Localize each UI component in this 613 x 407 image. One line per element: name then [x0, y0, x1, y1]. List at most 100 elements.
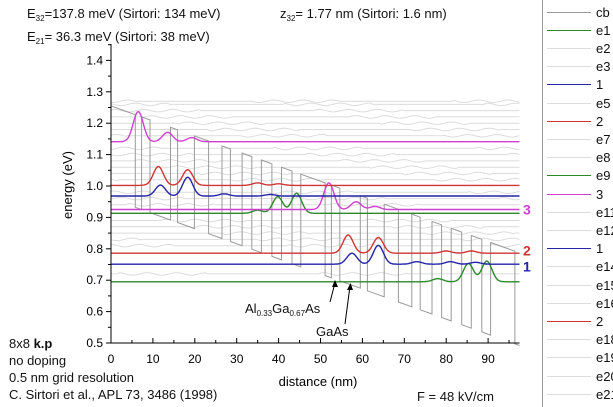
legend-label: e9: [596, 168, 611, 184]
y-axis-label: energy (eV): [60, 151, 75, 219]
wavefunction-1: [111, 176, 520, 197]
z32-value: = 1.77 nm (Sirtori: 1.6 nm): [295, 6, 447, 21]
y-tick-label: 1.0: [86, 179, 103, 193]
state-label-1: 1: [523, 259, 531, 275]
field-note: F = 48 kV/cm: [417, 389, 494, 404]
legend-item: 2: [547, 313, 603, 329]
background-level-line: [110, 99, 520, 104]
legend-item: 3: [547, 186, 603, 202]
y-tick-label: 0.7: [86, 273, 103, 287]
legend-label: 2: [596, 313, 604, 329]
wavefunction-e1: [111, 260, 520, 283]
background-level-line: [111, 203, 520, 207]
legend-label: e12: [596, 222, 613, 238]
legend-swatch: [547, 193, 591, 195]
legend-label: e18: [596, 332, 613, 348]
band-structure-plot: 0.5 0.6 0.7 0.8 0.9 1.0 1.1 1.2 1.3 1.4 0 10 20 30 40 5…: [60, 44, 531, 389]
y-tick-label: 0.5: [86, 336, 103, 350]
x-tick-label: 60: [356, 352, 370, 366]
legend-label: e19: [596, 350, 613, 366]
legend-item: 2: [547, 113, 603, 129]
legend-item: e18: [547, 332, 613, 348]
legend-swatch: [547, 393, 591, 395]
state-label-3: 3: [523, 202, 531, 218]
background-level-line: [111, 115, 520, 119]
legend-label: e2: [596, 40, 611, 56]
z32-readout: z32= 1.77 nm (Sirtori: 1.6 nm): [280, 6, 447, 23]
legend-swatch: [547, 266, 591, 268]
legend-item: e19: [547, 350, 613, 366]
y-tick-label: 1.2: [86, 116, 103, 130]
background-level-line: [110, 146, 520, 151]
legend-item: e5: [547, 95, 610, 111]
algaas-arrowhead: [332, 280, 338, 287]
legend-item: e12: [547, 222, 613, 238]
background-level-line: [111, 218, 520, 223]
legend-item: e9: [547, 168, 610, 184]
wavefunction-3: [111, 182, 520, 211]
reference-note: C. Sirtori et al., APL 73, 3486 (1998): [9, 387, 218, 402]
method-kp: k.p: [33, 336, 53, 351]
legend-swatch: [547, 11, 591, 13]
background-level-line: [110, 133, 520, 138]
legend-swatch: [547, 120, 591, 122]
legend-swatch: [547, 66, 591, 68]
x-tick-label: 0: [108, 352, 115, 366]
al-fraction: 0.33: [256, 309, 273, 318]
legend-label: e16: [596, 295, 613, 311]
legend-swatch: [547, 211, 591, 213]
legend-label: e7: [596, 131, 611, 147]
grid-note: 0.5 nm grid resolution: [9, 370, 135, 385]
y-tick-label: 1.4: [86, 53, 103, 67]
legend-item: e11: [547, 204, 613, 220]
legend-label: 1: [596, 77, 604, 93]
legend-label: e5: [596, 95, 611, 111]
legend-swatch: [547, 157, 591, 159]
legend-item: e7: [547, 131, 610, 147]
wavefunction-2: [111, 165, 520, 187]
legend-item: e21: [547, 386, 613, 402]
legend-swatch: [547, 175, 591, 177]
legend-item: e16: [547, 295, 613, 311]
background-level-line: [111, 225, 520, 229]
legend-swatch: [547, 284, 591, 286]
legend-swatch: [547, 339, 591, 341]
legend: cb e1 e2 e3 1 e5 2 e7 e8 e9 3 e11 e12 1 e14 e15 e16 2 e18 e…: [542, 0, 613, 407]
x-tick-label: 10: [146, 352, 160, 366]
wavefunction-3: [111, 110, 520, 143]
e21-subscript: 21: [35, 37, 45, 46]
y-tick-label: 1.3: [86, 85, 103, 99]
legend-label: e15: [596, 277, 613, 293]
background-level-line: [110, 196, 520, 201]
legend-item: e1: [547, 22, 610, 38]
x-tick-label: 20: [188, 352, 202, 366]
background-level-line: [111, 165, 520, 169]
e21-value: = 36.3 meV (Sirtori: 38 meV): [44, 29, 210, 44]
legend-item: 1: [547, 77, 603, 93]
method-prefix: 8x8: [9, 336, 34, 351]
y-tick-label: 0.8: [86, 242, 103, 256]
legend-swatch: [547, 138, 591, 140]
gaas-label: GaAs: [316, 324, 349, 339]
legend-swatch: [547, 375, 591, 377]
e32-subscript: 32: [35, 14, 45, 23]
x-tick-label: 70: [398, 352, 412, 366]
doping-note: no doping: [9, 353, 67, 368]
ga-fraction: 0.67: [289, 309, 306, 318]
x-tick-label: 80: [440, 352, 454, 366]
background-level-line: [111, 272, 520, 276]
wavefunction-e9: [111, 192, 520, 214]
e32-value: =137.8 meV (Sirtori: 134 meV): [44, 6, 221, 21]
legend-item: e3: [547, 59, 610, 75]
method-note: 8x8 k.p: [9, 336, 52, 351]
legend-item: 1: [547, 241, 603, 257]
legend-label: 1: [596, 241, 604, 257]
legend-swatch: [547, 248, 591, 250]
legend-label: 2: [596, 113, 604, 129]
background-level-line: [111, 231, 520, 235]
e21-readout: E21= 36.3 meV (Sirtori: 38 meV): [27, 29, 210, 46]
wavefunction-1: [111, 244, 520, 265]
as-text: As: [305, 301, 321, 316]
e21-symbol: E: [27, 29, 36, 44]
y-tick-label: 0.6: [86, 305, 103, 319]
